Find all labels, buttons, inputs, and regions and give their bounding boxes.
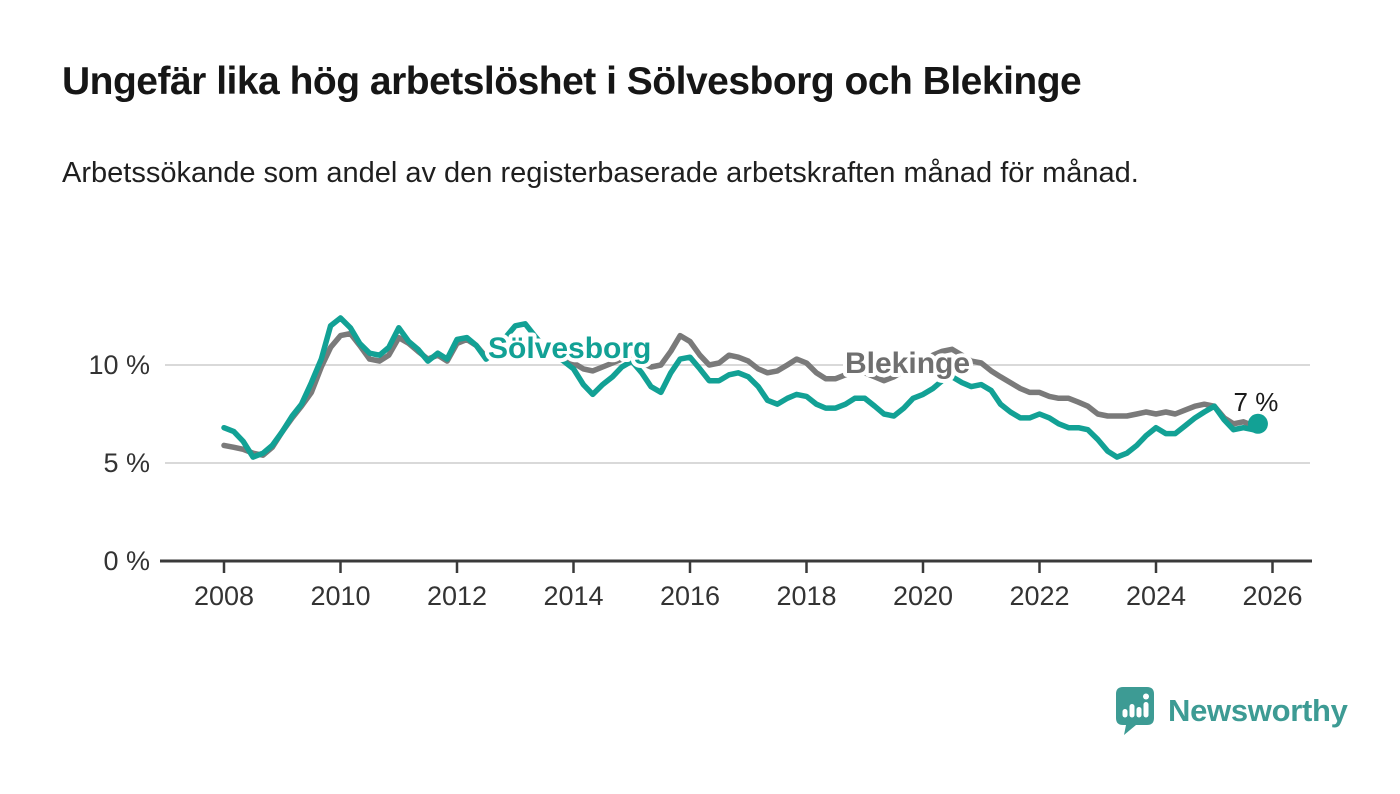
x-tick-label: 2018 (776, 581, 836, 611)
x-tick-label: 2016 (660, 581, 720, 611)
x-tick-label: 2008 (194, 581, 254, 611)
brand-wordmark: Newsworthy (1168, 693, 1348, 728)
x-tick-label: 2014 (543, 581, 603, 611)
series-label-blekinge: Blekinge (845, 347, 970, 380)
x-tick-label: 2024 (1126, 581, 1186, 611)
page-title: Ungefär lika hög arbetslöshet i Sölvesbo… (62, 60, 1082, 103)
x-tick-label: 2020 (893, 581, 953, 611)
y-tick-label: 5 % (103, 448, 150, 478)
series-label-solvesborg: Sölvesborg (488, 332, 651, 365)
x-tick-label: 2022 (1009, 581, 1069, 611)
newsworthy-logo: Newsworthy (1114, 684, 1348, 738)
chart-subtitle: Arbetssökande som andel av den registerb… (62, 157, 1139, 189)
x-tick-label: 2026 (1242, 581, 1302, 611)
series-line-blekinge (221, 330, 1261, 458)
y-tick-label: 10 % (88, 350, 150, 380)
x-tick-label: 2012 (427, 581, 487, 611)
end-value-label: 7 % (1234, 387, 1279, 417)
x-tick-label: 2010 (310, 581, 370, 611)
series-line-solvesborg (221, 315, 1261, 460)
series-endpoint-dot (1247, 413, 1268, 434)
y-tick-label: 0 % (103, 546, 150, 576)
newsworthy-speech-bubble-bars-icon (1116, 687, 1154, 735)
